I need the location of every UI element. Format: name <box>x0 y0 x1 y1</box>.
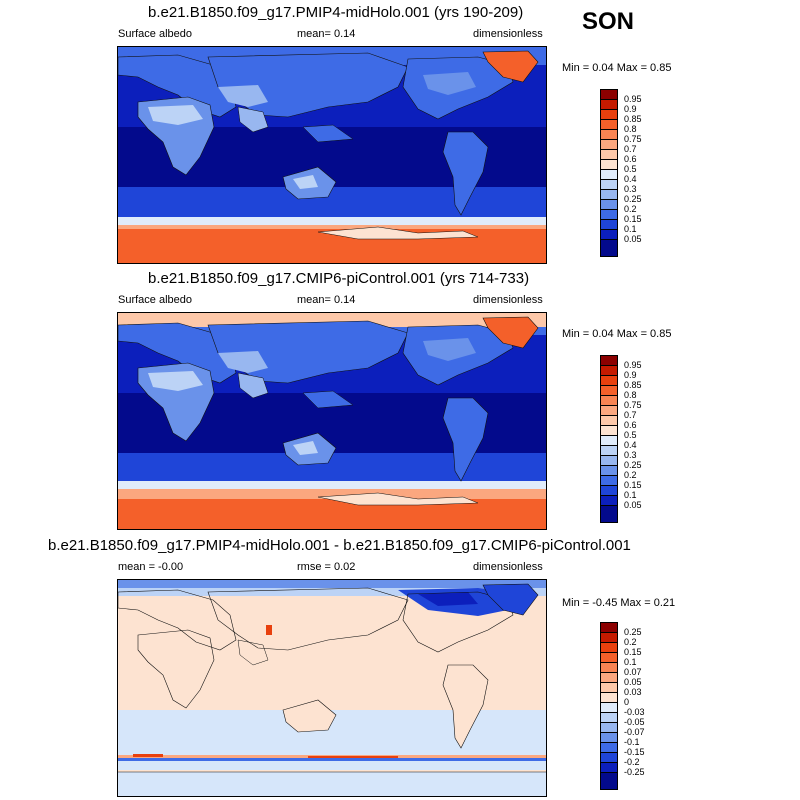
panel-1-colorbar-swatch <box>600 239 618 257</box>
panel-3-colorbar-swatch <box>600 772 618 790</box>
colorbar-tick-label: 0.15 <box>624 214 642 224</box>
panel-2-units-label: dimensionless <box>473 294 543 306</box>
colorbar-tick-label: -0.05 <box>624 717 645 727</box>
colorbar-tick-label: 0.7 <box>624 144 637 154</box>
colorbar-tick-label: -0.2 <box>624 757 640 767</box>
colorbar-tick-label: 0.15 <box>624 647 642 657</box>
colorbar-tick-label: 0.05 <box>624 500 642 510</box>
panel-2-minmax: Min = 0.04 Max = 0.85 <box>562 328 672 340</box>
panel-3-minmax: Min = -0.45 Max = 0.21 <box>562 597 676 609</box>
colorbar-tick-label: 0.6 <box>624 154 637 164</box>
colorbar-tick-label: -0.25 <box>624 767 645 777</box>
colorbar-tick-label: 0.6 <box>624 420 637 430</box>
colorbar-tick-label: 0.85 <box>624 114 642 124</box>
colorbar-tick-label: 0.9 <box>624 370 637 380</box>
panel-1-mean-label: mean= 0.14 <box>297 28 356 40</box>
panel-1-title: b.e21.B1850.f09_g17.PMIP4-midHolo.001 (y… <box>148 4 524 21</box>
panel-2-mean-label: mean= 0.14 <box>297 294 356 306</box>
colorbar-tick-label: 0.9 <box>624 104 637 114</box>
colorbar-tick-label: 0.2 <box>624 637 637 647</box>
colorbar-tick-label: 0.15 <box>624 480 642 490</box>
panel-3-map <box>117 579 547 797</box>
colorbar-tick-label: 0.5 <box>624 430 637 440</box>
colorbar-tick-label: 0.1 <box>624 490 637 500</box>
colorbar-tick-label: 0.75 <box>624 134 642 144</box>
colorbar-tick-label: 0.3 <box>624 450 637 460</box>
colorbar-tick-label: 0.25 <box>624 460 642 470</box>
season-label: SON <box>582 8 635 35</box>
colorbar-tick-label: 0.5 <box>624 164 637 174</box>
colorbar-tick-label: 0.2 <box>624 470 637 480</box>
colorbar-tick-label: 0.4 <box>624 174 637 184</box>
panel-1-minmax: Min = 0.04 Max = 0.85 <box>562 62 672 74</box>
colorbar-tick-label: 0.85 <box>624 380 642 390</box>
colorbar-tick-label: 0.95 <box>624 94 642 104</box>
panel-1-map-svg <box>118 47 546 263</box>
panel-2-map-svg <box>118 313 546 529</box>
colorbar-tick-label: 0.25 <box>624 627 642 637</box>
panel-3-title: b.e21.B1850.f09_g17.PMIP4-midHolo.001 - … <box>48 537 631 554</box>
panel-3-units-label: dimensionless <box>473 561 543 573</box>
panel-2-map <box>117 312 547 530</box>
colorbar-tick-label: 0.05 <box>624 234 642 244</box>
colorbar-tick-label: 0.2 <box>624 204 637 214</box>
colorbar-tick-label: 0 <box>624 697 630 707</box>
panel-1-variable-label: Surface albedo <box>118 28 192 40</box>
colorbar-tick-label: 0.05 <box>624 677 642 687</box>
colorbar-tick-label: 0.75 <box>624 400 642 410</box>
colorbar-tick-label: 0.03 <box>624 687 642 697</box>
panel-3-map-svg <box>118 580 546 796</box>
colorbar-tick-label: 0.8 <box>624 390 637 400</box>
panel-1-units-label: dimensionless <box>473 28 543 40</box>
panel-3-rmse-label: rmse = 0.02 <box>297 561 356 573</box>
colorbar-tick-label: -0.07 <box>624 727 645 737</box>
colorbar-tick-label: 0.07 <box>624 667 642 677</box>
panel-2-variable-label: Surface albedo <box>118 294 192 306</box>
colorbar-tick-label: 0.95 <box>624 360 642 370</box>
panel-3-mean-label: mean = -0.00 <box>118 561 184 573</box>
colorbar-tick-label: 0.3 <box>624 184 637 194</box>
colorbar-tick-label: 0.7 <box>624 410 637 420</box>
colorbar-tick-label: 0.4 <box>624 440 637 450</box>
colorbar-tick-label: -0.1 <box>624 737 640 747</box>
colorbar-tick-label: -0.03 <box>624 707 645 717</box>
panel-2-title: b.e21.B1850.f09_g17.CMIP6-piControl.001 … <box>148 270 530 287</box>
colorbar-tick-label: 0.25 <box>624 194 642 204</box>
colorbar-tick-label: 0.8 <box>624 124 637 134</box>
colorbar-tick-label: -0.15 <box>624 747 645 757</box>
colorbar-tick-label: 0.1 <box>624 224 637 234</box>
panel-1-map <box>117 46 547 264</box>
panel-2-colorbar-swatch <box>600 505 618 523</box>
colorbar-tick-label: 0.1 <box>624 657 637 667</box>
